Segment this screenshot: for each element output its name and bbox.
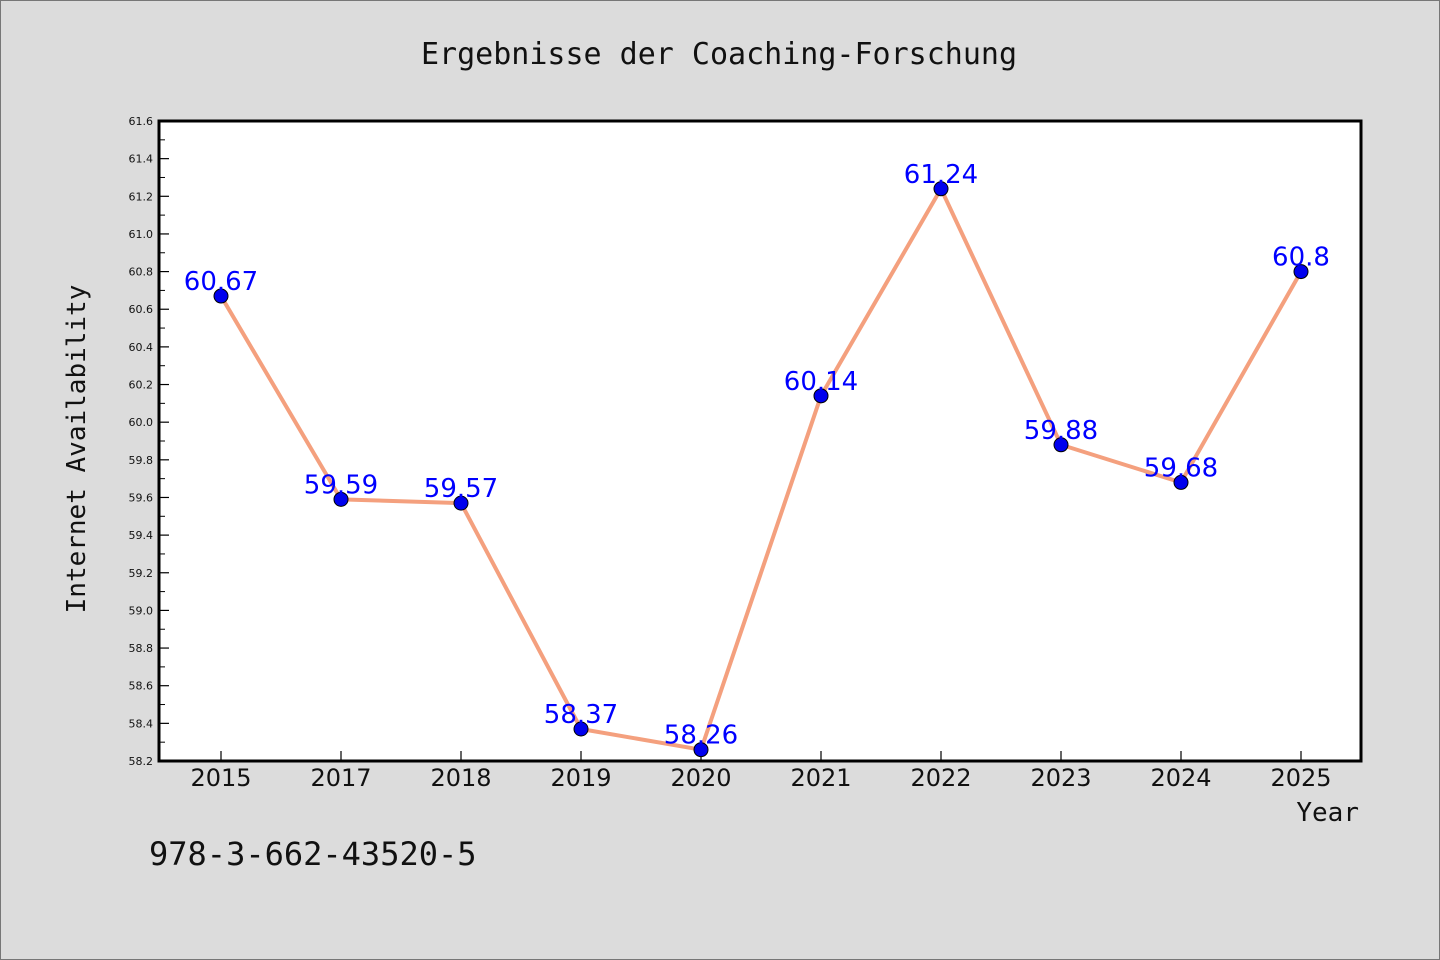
y-axis-label: Internet Availability bbox=[62, 285, 92, 614]
data-label: 59.59 bbox=[304, 470, 378, 500]
data-point bbox=[693, 742, 709, 758]
y-axis: 58.2 58.4 58.6 58.8 59.0 59.2 59.4 59.6 59.8 60.0… bbox=[129, 115, 169, 768]
y-tick-label: 58.2 bbox=[129, 755, 154, 768]
series-line bbox=[219, 186, 1303, 752]
data-label: 60.8 bbox=[1272, 243, 1330, 273]
data-point bbox=[213, 288, 229, 304]
y-tick-label: 60.8 bbox=[129, 266, 154, 279]
data-point bbox=[1173, 474, 1189, 490]
y-tick-label: 61.0 bbox=[129, 228, 154, 241]
x-tick-label: 2023 bbox=[1030, 764, 1091, 792]
y-tick-label: 59.0 bbox=[129, 604, 154, 617]
data-label: 59.88 bbox=[1024, 416, 1098, 446]
data-label: 61.24 bbox=[904, 160, 978, 190]
data-point bbox=[453, 495, 469, 511]
data-point bbox=[1053, 437, 1069, 453]
data-label: 58.26 bbox=[664, 721, 738, 751]
x-tick-label: 2018 bbox=[430, 764, 491, 792]
y-tick-label: 58.6 bbox=[129, 680, 154, 693]
x-tick-label: 2022 bbox=[910, 764, 971, 792]
y-tick-label: 60.6 bbox=[129, 303, 154, 316]
y-tick-label: 58.8 bbox=[129, 642, 154, 655]
data-label: 59.68 bbox=[1144, 453, 1218, 483]
y-tick-label: 59.8 bbox=[129, 454, 154, 467]
x-tick-label: 2024 bbox=[1150, 764, 1211, 792]
y-tick-label: 61.6 bbox=[129, 115, 154, 128]
data-point bbox=[333, 491, 349, 507]
data-label: 60.14 bbox=[784, 367, 858, 397]
y-tick-label: 59.2 bbox=[129, 567, 154, 580]
x-tick-label: 2015 bbox=[190, 764, 251, 792]
x-tick-label: 2025 bbox=[1270, 764, 1331, 792]
isbn-footer: 978-3-662-43520-5 bbox=[149, 835, 477, 873]
y-tick-label: 60.2 bbox=[129, 379, 154, 392]
chart-title: Ergebnisse der Coaching-Forschung bbox=[421, 37, 1017, 72]
y-tick-label: 60.0 bbox=[129, 416, 154, 429]
data-label: 58.37 bbox=[544, 700, 618, 730]
y-tick-label: 60.4 bbox=[129, 341, 154, 354]
data-point bbox=[813, 388, 829, 404]
y-tick-label: 59.6 bbox=[129, 491, 154, 504]
series-line-group bbox=[213, 181, 1309, 758]
y-tick-label: 61.2 bbox=[129, 190, 154, 203]
x-tick-label: 2019 bbox=[550, 764, 611, 792]
data-label: 60.67 bbox=[184, 267, 258, 297]
x-tick-label: 2021 bbox=[790, 764, 851, 792]
x-axis: 2015 2017 2018 2019 2020 2021 2022 2023 2024 2025 bbox=[190, 751, 1332, 792]
data-label: 59.57 bbox=[424, 474, 498, 504]
y-tick-label: 61.4 bbox=[129, 153, 154, 166]
x-axis-label: Year bbox=[1296, 798, 1359, 828]
data-point bbox=[1293, 264, 1309, 280]
data-labels-group: 60.67 59.59 59.57 58.37 58.26 60.14 61.24 59.88… bbox=[184, 160, 1330, 751]
y-tick-label: 58.4 bbox=[129, 717, 154, 730]
x-tick-label: 2020 bbox=[670, 764, 731, 792]
plot-frame bbox=[157, 119, 1363, 763]
plot-area bbox=[159, 121, 1361, 761]
data-point bbox=[573, 721, 589, 737]
y-tick-label: 59.4 bbox=[129, 529, 154, 542]
x-tick-label: 2017 bbox=[310, 764, 371, 792]
data-point bbox=[933, 181, 949, 197]
